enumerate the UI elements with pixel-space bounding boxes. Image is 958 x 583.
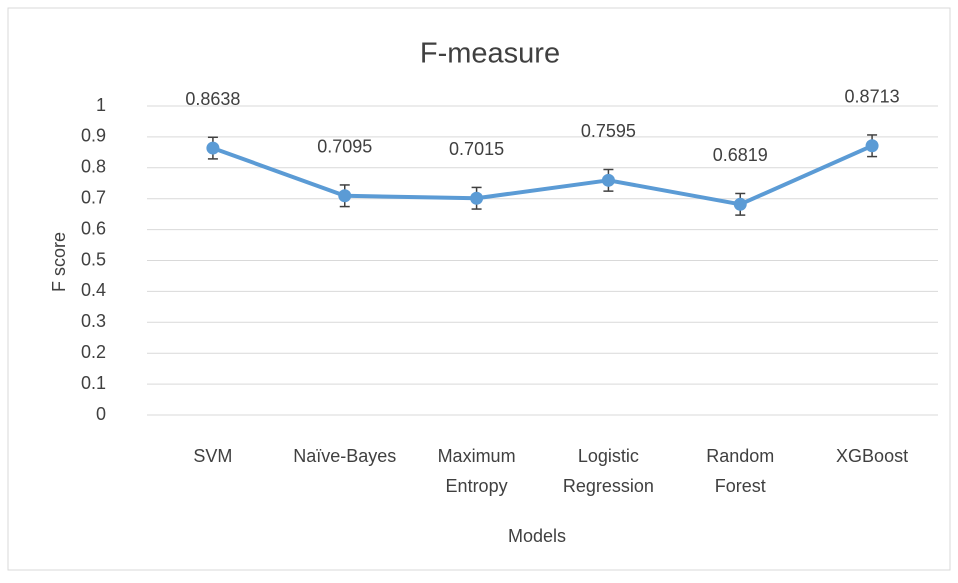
chart-frame — [7, 7, 951, 571]
y-tick-label: 0.3 — [81, 311, 106, 331]
x-tick-label: Maximum Entropy — [438, 446, 516, 496]
x-tick-label: XGBoost — [836, 446, 908, 466]
marker — [865, 139, 879, 153]
marker — [338, 189, 352, 203]
data-label: 0.7095 — [317, 137, 372, 157]
y-tick-label: 0.4 — [81, 280, 106, 300]
marker — [206, 141, 220, 155]
marker — [733, 197, 747, 211]
x-tick-label: Naïve-Bayes — [293, 446, 396, 466]
y-tick-label: 0.2 — [81, 342, 106, 362]
line — [212, 143, 873, 207]
data-label: 0.8638 — [185, 89, 240, 109]
data-label: 0.7015 — [449, 139, 504, 159]
marker — [601, 173, 615, 187]
marker — [470, 191, 484, 205]
y-axis-label: F score — [49, 232, 69, 292]
x-tick-label: SVM — [193, 446, 232, 466]
chart-title: F-measure — [420, 38, 560, 70]
y-tick-label: 0 — [96, 404, 106, 424]
y-tick-label: 1 — [96, 95, 106, 115]
data-label: 0.8713 — [845, 87, 900, 107]
y-tick-label: 0.1 — [81, 373, 106, 393]
y-tick-label: 0.8 — [81, 157, 106, 177]
y-tick-label: 0.9 — [81, 126, 106, 146]
y-tick-label: 0.7 — [81, 187, 106, 207]
y-tick-label: 0.5 — [81, 249, 106, 269]
x-tick-label: Logistic Regression — [563, 446, 654, 496]
data-label: 0.7595 — [581, 121, 636, 141]
x-tick-label: Random Forest — [706, 446, 774, 496]
y-tick-label: 0.6 — [81, 218, 106, 238]
data-label: 0.6819 — [713, 145, 768, 165]
x-axis-label: Models — [508, 526, 566, 546]
